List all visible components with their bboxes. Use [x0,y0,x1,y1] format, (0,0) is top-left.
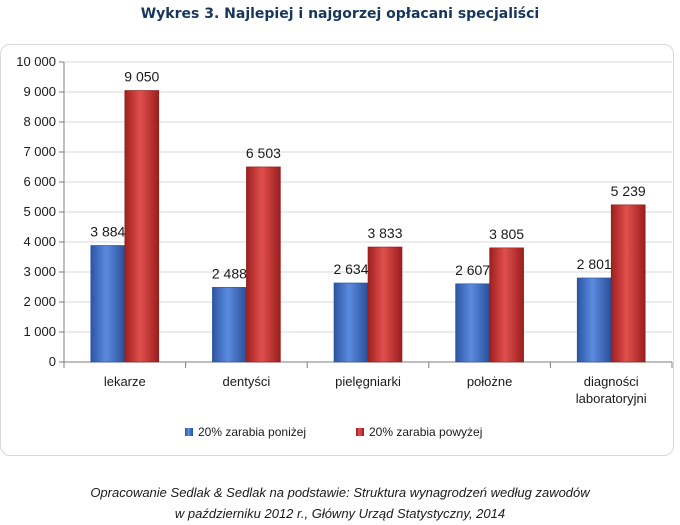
source-note: Opracowanie Sedlak & Sedlak na podstawie… [0,482,680,524]
y-tick-label: 10 000 [16,54,56,69]
legend-swatch-low [185,428,193,436]
legend: 20% zarabia poniżej 20% zarabia powyżej [185,425,482,439]
bar-high [489,247,524,363]
bar-low [333,282,369,363]
y-tick-label: 1 000 [23,324,56,339]
bar-low [576,277,612,363]
legend-label-high: 20% zarabia powyżej [369,425,482,439]
data-label: 3 884 [90,223,125,239]
data-label: 3 833 [367,225,402,241]
x-tick-label: pielęgniarki [335,374,401,389]
bar-low [212,287,247,363]
y-tick-label: 9 000 [23,84,56,99]
data-label: 2 801 [577,256,612,272]
bar-chart: 0 1 000 2 000 3 000 4 000 5 000 6 000 7 000 8 00… [16,54,673,439]
y-tick-label: 0 [49,354,56,369]
bars [90,90,646,363]
data-label: 2 488 [212,265,247,281]
y-tick-label: 3 000 [23,264,56,279]
bar-low [90,245,126,363]
bar-high [367,246,403,363]
y-tick-label: 8 000 [23,114,56,129]
bar-high [124,90,160,363]
bar-high [610,204,646,363]
data-label: 2 634 [333,261,368,277]
y-tick-label: 4 000 [23,234,56,249]
source-line-2: w październiku 2012 r., Główny Urząd Sta… [174,506,506,521]
data-label: 3 805 [489,226,524,242]
source-line-1: Opracowanie Sedlak & Sedlak na podstawie… [90,485,590,500]
legend-label-low: 20% zarabia poniżej [198,425,306,439]
bar-high [246,166,281,363]
y-tick-label: 2 000 [23,294,56,309]
x-tick-label: dentyści [223,374,271,389]
bar-low [455,283,490,363]
axes: 0 1 000 2 000 3 000 4 000 5 000 6 000 7 000 8 00… [16,54,673,406]
x-tick-label: lekarze [104,374,146,389]
data-label: 9 050 [124,69,159,85]
data-label: 6 503 [246,145,281,161]
y-tick-label: 5 000 [23,204,56,219]
data-label: 2 607 [455,262,490,278]
data-label: 5 239 [611,183,646,199]
legend-swatch-high [356,428,364,436]
x-tick-label: diagności laboratoryjni [576,374,647,406]
chart-title: Wykres 3. Najlepiej i najgorzej opłacani… [140,6,540,22]
y-tick-label: 7 000 [23,144,56,159]
x-tick-label: położne [467,374,513,389]
data-labels: 3 884 9 050 2 488 6 503 2 634 3 833 2 607 3 805… [90,69,646,282]
y-tick-label: 6 000 [23,174,56,189]
